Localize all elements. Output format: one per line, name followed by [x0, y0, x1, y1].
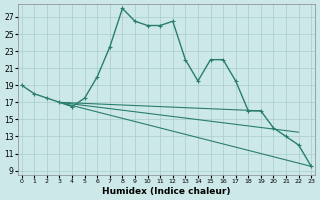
X-axis label: Humidex (Indice chaleur): Humidex (Indice chaleur): [102, 187, 231, 196]
